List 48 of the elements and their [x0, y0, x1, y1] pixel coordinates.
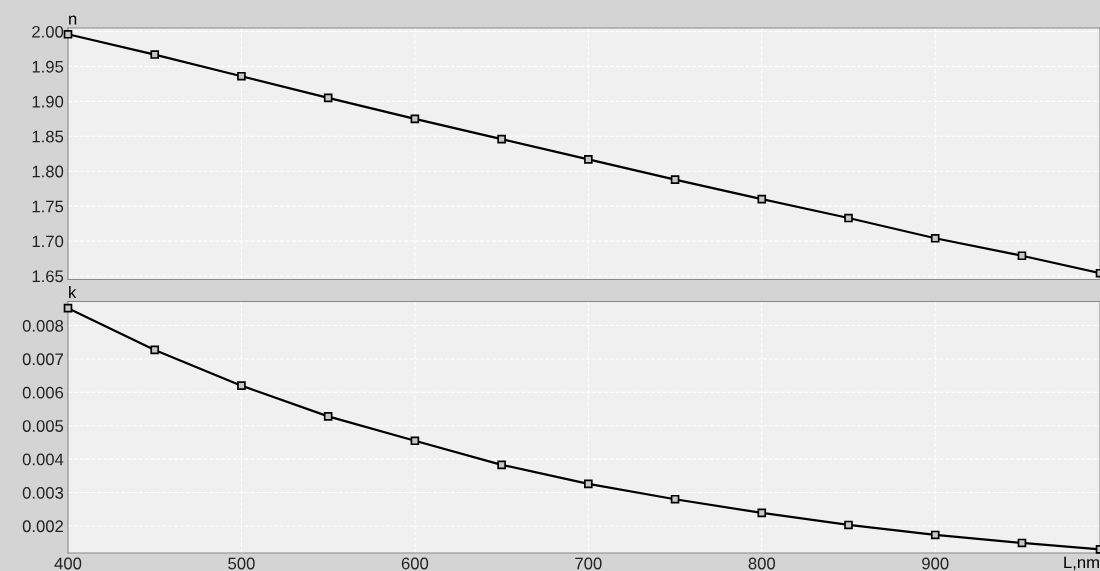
y-tick-label: 0.007 — [22, 353, 63, 366]
point — [150, 50, 160, 59]
point — [1017, 251, 1027, 261]
y-tick-label: 0.002 — [22, 520, 63, 533]
y-tick-label: 2.00 — [32, 25, 64, 38]
y-axis-title: n — [69, 15, 77, 25]
x-tick-label: 600 — [401, 557, 429, 570]
y-tick-label: 0.008 — [22, 319, 64, 332]
y-tick-label: 1.75 — [32, 200, 64, 213]
y-tick-label: 0.006 — [22, 386, 64, 399]
point — [150, 345, 160, 355]
point — [844, 213, 853, 223]
point — [410, 436, 420, 446]
y-tick-label: 1.80 — [32, 165, 64, 178]
point — [323, 93, 333, 103]
point — [323, 412, 333, 421]
y-axis-title: k — [69, 285, 77, 299]
y-tick-label: 0.003 — [22, 486, 64, 499]
x-axis-title: L,nm — [1064, 556, 1099, 571]
point — [410, 114, 420, 124]
x-tick-label: 500 — [228, 557, 255, 570]
point — [497, 460, 506, 470]
point — [63, 303, 73, 313]
point — [670, 175, 680, 184]
x-tick-label: 900 — [922, 557, 949, 570]
point — [497, 134, 506, 144]
y-tick-label: 1.65 — [32, 270, 64, 283]
x-tick-label: 400 — [54, 557, 82, 570]
point — [670, 494, 680, 504]
point — [584, 479, 593, 489]
y-tick-label: 1.70 — [32, 235, 64, 248]
y-tick-label: 1.95 — [32, 60, 64, 73]
point — [757, 194, 767, 204]
point — [930, 233, 940, 243]
point — [930, 530, 940, 540]
y-tick-label: 1.90 — [32, 95, 64, 108]
point — [584, 155, 593, 164]
point — [757, 508, 767, 518]
y-tick-label: 0.004 — [22, 453, 64, 466]
point — [844, 520, 853, 530]
point — [1017, 538, 1027, 548]
point — [237, 71, 246, 81]
y-tick-label: 0.005 — [22, 420, 64, 432]
x-tick-label: 800 — [748, 557, 776, 570]
x-tick-label: 700 — [575, 557, 602, 570]
point — [237, 381, 246, 390]
point — [63, 29, 73, 39]
y-tick-label: 1.85 — [32, 130, 64, 143]
